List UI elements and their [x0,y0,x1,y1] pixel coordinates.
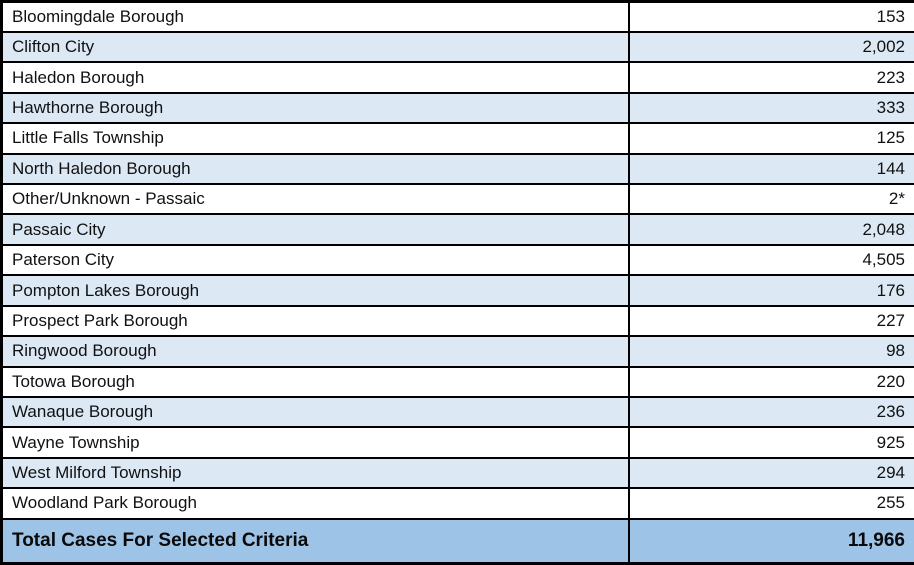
table-row: Bloomingdale Borough 153 [0,0,914,33]
municipality-cell: Paterson City [0,243,630,277]
municipality-cell: Other/Unknown - Passaic [0,183,630,216]
cases-cell: 223 [627,61,914,94]
table-row: Haledon Borough 223 [0,61,914,94]
municipality-cell: Clifton City [0,30,630,64]
table-row: Totowa Borough 220 [0,365,914,398]
municipality-cell: Bloomingdale Borough [0,0,630,33]
cases-cell: 4,505 [627,243,914,277]
cases-cell: 125 [627,122,914,155]
municipality-cell: Ringwood Borough [0,335,630,368]
municipality-cell: Little Falls Township [0,122,630,155]
table-row: Ringwood Borough 98 [0,335,914,368]
table-row: Passaic City 2,048 [0,213,914,246]
table-row: Other/Unknown - Passaic 2* [0,183,914,216]
municipality-cell: Totowa Borough [0,365,630,398]
cases-cell: 176 [627,274,914,307]
table-row: Woodland Park Borough 255 [0,487,914,520]
municipality-cell: Wayne Township [0,426,630,459]
municipality-cell: Wanaque Borough [0,395,630,429]
cases-cell: 153 [627,0,914,33]
table-row: Wayne Township 925 [0,426,914,459]
municipality-cell: West Milford Township [0,456,630,490]
municipality-cell: North Haledon Borough [0,152,630,186]
cases-cell: 2,048 [627,213,914,246]
cases-cell: 144 [627,152,914,186]
table-row: Little Falls Township 125 [0,122,914,155]
cases-cell: 255 [627,487,914,520]
table-row: Hawthorne Borough 333 [0,91,914,125]
table-row: West Milford Township 294 [0,456,914,490]
total-label-cell: Total Cases For Selected Criteria [0,517,630,565]
cases-cell: 236 [627,395,914,429]
cases-cell: 227 [627,304,914,338]
table-row: Clifton City 2,002 [0,30,914,64]
cases-cell: 294 [627,456,914,490]
cases-cell: 98 [627,335,914,368]
table-row: Prospect Park Borough 227 [0,304,914,338]
cases-cell: 2,002 [627,30,914,64]
table-row: Pompton Lakes Borough 176 [0,274,914,307]
municipality-cell: Passaic City [0,213,630,246]
municipality-cell: Prospect Park Borough [0,304,630,338]
table-row: Wanaque Borough 236 [0,395,914,429]
cases-cell: 220 [627,365,914,398]
municipality-cell: Hawthorne Borough [0,91,630,125]
municipality-cell: Haledon Borough [0,61,630,94]
cases-cell: 2* [627,183,914,216]
municipality-cell: Pompton Lakes Borough [0,274,630,307]
table-row: North Haledon Borough 144 [0,152,914,186]
total-value-cell: 11,966 [627,517,914,565]
table-row: Paterson City 4,505 [0,243,914,277]
municipality-cell: Woodland Park Borough [0,487,630,520]
total-row: Total Cases For Selected Criteria 11,966 [0,517,914,565]
cases-cell: 925 [627,426,914,459]
cases-cell: 333 [627,91,914,125]
